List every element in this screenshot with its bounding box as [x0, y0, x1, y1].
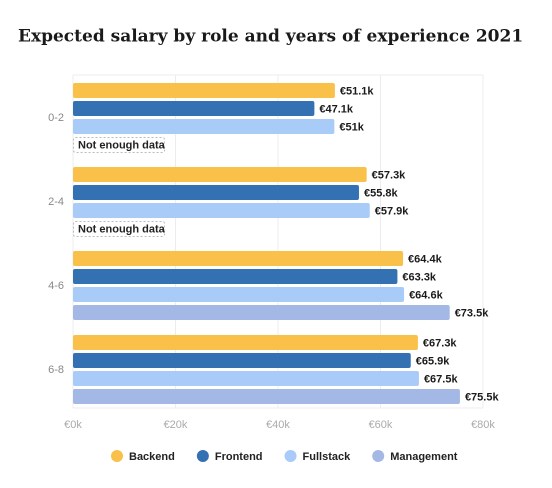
value-label: €73.5k: [455, 307, 490, 319]
bar: [73, 389, 460, 404]
bar: [73, 353, 411, 368]
value-label: €55.8k: [364, 187, 399, 199]
bar: [73, 83, 335, 98]
value-label: €57.3k: [372, 169, 407, 181]
value-label: €51.1k: [340, 85, 375, 97]
bar: [73, 101, 315, 116]
bar: [73, 119, 335, 134]
bar: [73, 185, 359, 200]
no-data-box: [73, 221, 165, 237]
x-tick-label: €40k: [266, 419, 290, 431]
bar: [73, 203, 370, 218]
value-label: €65.9k: [416, 355, 451, 367]
legend-label: Management: [390, 451, 458, 463]
x-tick-label: €0k: [64, 419, 82, 431]
value-label: €67.5k: [424, 373, 459, 385]
value-label: €64.6k: [409, 289, 444, 301]
y-tick-label: 0-2: [48, 112, 64, 124]
bar: [73, 251, 404, 266]
bar: [73, 287, 405, 302]
x-tick-label: €20k: [164, 419, 188, 431]
chart-title: Expected salary by role and years of exp…: [18, 27, 523, 47]
value-label: €67.3k: [423, 337, 458, 349]
y-tick-label: 4-6: [48, 280, 64, 292]
y-tick-label: 6-8: [48, 364, 64, 376]
bar: [73, 305, 450, 320]
legend-swatch: [372, 450, 385, 462]
legend-swatch: [284, 450, 297, 462]
legend-label: Backend: [129, 451, 175, 463]
no-data-label: Not enough data: [78, 139, 166, 151]
legend-label: Frontend: [215, 451, 263, 463]
bar: [73, 371, 419, 386]
legend-swatch: [111, 450, 123, 462]
bar: [73, 335, 418, 350]
bar: [73, 269, 398, 284]
legend-label: Fullstack: [303, 451, 352, 463]
x-tick-label: €60k: [369, 419, 393, 431]
value-label: €64.4k: [408, 253, 443, 265]
y-tick-label: 2-4: [48, 196, 64, 208]
value-label: €51k: [339, 121, 364, 133]
bar: [73, 167, 367, 182]
value-label: €63.3k: [402, 271, 437, 283]
value-label: €47.1k: [319, 103, 354, 115]
no-data-box: [73, 137, 165, 153]
legend-swatch: [196, 450, 209, 462]
value-label: €75.5k: [465, 391, 500, 403]
value-label: €57.9k: [375, 205, 410, 217]
x-tick-label: €80k: [471, 419, 495, 431]
no-data-label: Not enough data: [78, 223, 166, 235]
